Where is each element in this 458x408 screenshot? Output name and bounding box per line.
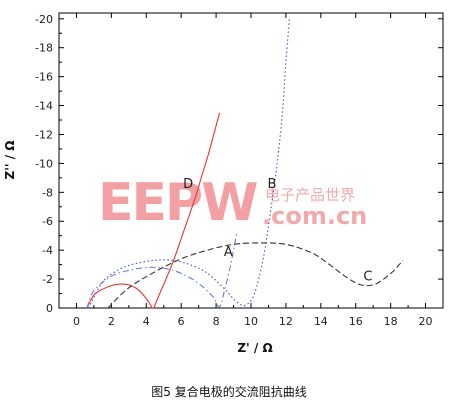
series-line-C [107,242,404,309]
series-line-B [88,18,290,309]
x-tick-label: 0 [73,315,80,328]
series-line-D [86,112,221,309]
y-tick-label: -12 [35,128,53,141]
curve-label-B: B [267,177,276,192]
curve-label-D: D [183,177,193,192]
x-tick-label: 4 [143,315,150,328]
x-axis-title: Z' / Ω [237,341,272,355]
x-tick-label: 8 [213,315,220,328]
x-tick-label: 10 [244,315,258,328]
x-tick-label: 16 [349,315,363,328]
watermark-domain: .com.cn [262,202,367,230]
watermark-letters: EEPW [98,173,257,233]
watermark-chinese: 电子产品世界 [265,186,355,204]
eepw-watermark: EEPW 电子产品世界 .com.cn [98,173,367,233]
y-axis-ticks: 0 -2 -4 -6 -8 -10 -12 -14 -16 -18 -20 [35,13,443,315]
series-line-A [86,231,238,309]
y-axis-title: Z'' / Ω [3,141,17,180]
x-tick-label: 14 [314,315,328,328]
x-tick-label: 2 [108,315,115,328]
y-tick-label: -18 [35,42,53,55]
y-tick-label: -8 [42,186,53,199]
y-tick-label: -4 [42,244,53,257]
curve-labels: D B A C [183,177,372,285]
y-tick-label: -20 [35,13,53,26]
x-tick-label: 20 [419,315,433,328]
x-tick-label: 6 [178,315,185,328]
y-tick-label: -14 [35,100,53,113]
curve-label-C: C [363,270,372,285]
x-axis-ticks: 0 2 4 6 8 10 12 14 16 18 20 [73,13,433,328]
y-tick-label: 0 [46,302,53,315]
series-layer [86,18,404,309]
y-tick-label: -2 [42,273,53,286]
curve-label-A: A [224,245,233,260]
x-tick-label: 12 [279,315,293,328]
y-tick-label: -16 [35,71,53,84]
y-tick-label: -6 [42,215,53,228]
figure-caption: 图5 复合电极的交流阻抗曲线 [151,385,307,399]
y-tick-label: -10 [35,157,53,170]
x-tick-label: 18 [384,315,398,328]
